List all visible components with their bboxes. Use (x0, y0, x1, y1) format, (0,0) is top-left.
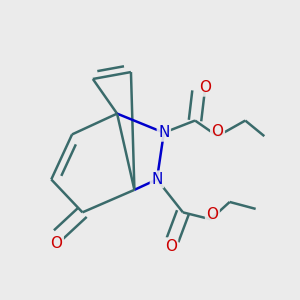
Text: O: O (50, 236, 62, 251)
Text: O: O (199, 80, 211, 95)
Text: O: O (212, 124, 224, 140)
Text: O: O (206, 207, 218, 222)
Text: O: O (165, 239, 177, 254)
Text: N: N (151, 172, 163, 187)
Text: N: N (158, 125, 169, 140)
